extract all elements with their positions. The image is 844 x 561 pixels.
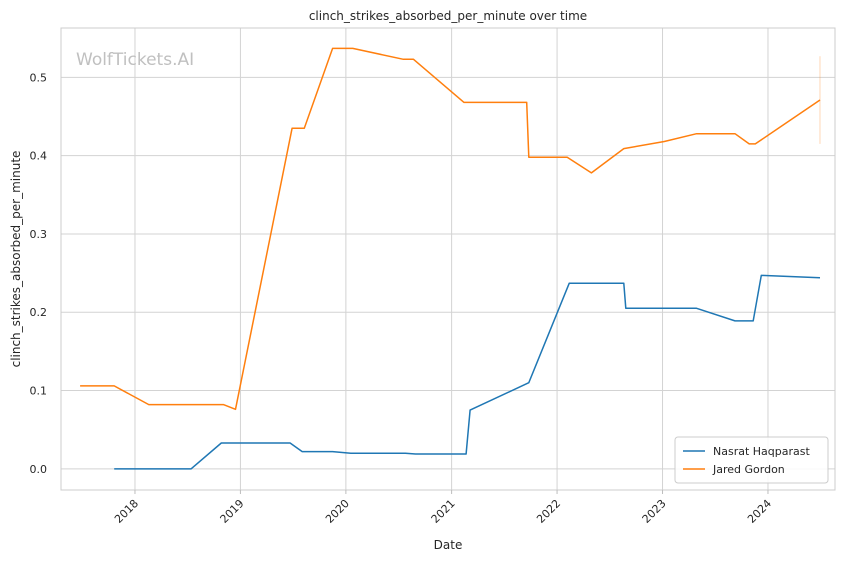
x-tick-label: 2021 [429,497,458,526]
y-tick-label: 0.2 [30,306,48,319]
x-tick-label: 2022 [534,497,563,526]
y-tick-label: 0.1 [30,385,48,398]
legend-label-2: Jared Gordon [712,463,785,476]
watermark-text: WolfTickets.AI [76,50,194,70]
y-tick-label: 0.0 [30,463,48,476]
x-tick-label: 2024 [745,497,774,526]
x-tick-label: 2018 [112,497,141,526]
plot-border [60,27,836,491]
x-tick-label: 2023 [640,497,669,526]
chart-title: clinch_strikes_absorbed_per_minute over … [309,9,587,23]
y-tick-label: 0.4 [30,150,48,163]
grid-lines [61,28,835,490]
legend: Nasrat Haqparast Jared Gordon [674,436,829,484]
x-tick-label: 2020 [323,497,352,526]
x-axis-label: Date [434,538,463,552]
series-line-1 [114,274,821,470]
y-tick-label: 0.5 [30,71,48,84]
y-axis-ticks: 0.0 0.1 0.2 0.3 0.4 0.5 [30,71,48,476]
plot-frame [60,27,836,491]
legend-label-1: Nasrat Haqparast [713,445,810,458]
x-axis-ticks: 2018 2019 2020 2021 2022 2023 2024 [112,490,774,526]
series-layer [80,47,821,470]
series-line-2 [80,47,821,411]
y-tick-label: 0.3 [30,228,48,241]
legend-box [674,436,829,484]
y-axis-label: clinch_strikes_absorbed_per_minute [9,151,23,368]
x-tick-label: 2019 [218,497,247,526]
